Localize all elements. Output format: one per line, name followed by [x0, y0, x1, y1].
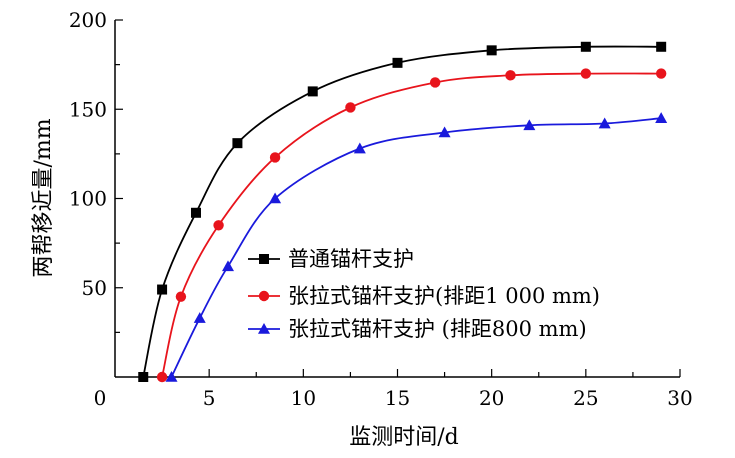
data-point: [165, 371, 178, 382]
legend-label: 普通锚杆支护: [288, 247, 414, 271]
data-point: [655, 68, 667, 79]
data-point: [345, 102, 356, 113]
data-point: [505, 70, 516, 81]
legend-item-3: 张拉式锚杆支护 (排距800 mm): [248, 317, 587, 341]
legend-marker: [258, 290, 270, 302]
data-point: [392, 57, 403, 68]
x-tick-label: 5: [203, 386, 216, 410]
legend-label: 张拉式锚杆支护 (排距800 mm): [288, 317, 587, 341]
data-point: [307, 86, 318, 97]
data-point: [438, 126, 451, 138]
x-tick-label: 20: [479, 386, 504, 410]
data-point: [213, 220, 224, 231]
data-point: [655, 112, 668, 123]
series-2: [156, 68, 667, 383]
legend-marker: [258, 323, 270, 334]
data-point: [232, 138, 243, 149]
y-tick-label: 50: [82, 276, 107, 300]
data-point: [269, 192, 282, 204]
y-tick-label: 150: [69, 97, 107, 121]
legend-label: 张拉式锚杆支护(排距1 000 mm): [288, 284, 600, 308]
series-3: [165, 112, 668, 382]
x-tick-label: 0: [94, 386, 107, 410]
y-axis-title: 两帮移近量/mm: [31, 118, 56, 277]
data-point: [580, 68, 592, 79]
data-point: [175, 291, 187, 302]
x-tick-label: 10: [291, 386, 316, 410]
y-tick-label: 100: [69, 187, 107, 211]
x-axis-title: 监测时间/d: [349, 425, 459, 450]
data-point: [656, 41, 667, 52]
data-point: [138, 372, 149, 382]
x-tick-label: 25: [573, 386, 598, 410]
legend-item-1: 普通锚杆支护: [248, 247, 414, 271]
data-point: [523, 119, 536, 131]
legend-item-2: 张拉式锚杆支护(排距1 000 mm): [248, 284, 600, 308]
data-point: [190, 207, 201, 218]
data-point: [580, 41, 591, 52]
data-point: [269, 152, 281, 163]
series-layer: [138, 41, 668, 383]
data-point: [193, 312, 206, 323]
axis-ticks: 50 100 150 200 0 5 10 15 20 25 30: [69, 8, 693, 410]
series-1: [138, 41, 667, 382]
legend-marker: [259, 254, 269, 264]
data-point: [486, 45, 497, 56]
data-point: [598, 117, 611, 129]
x-tick-label: 15: [385, 386, 410, 410]
data-point: [429, 77, 441, 88]
data-point: [353, 142, 366, 154]
data-point: [222, 260, 234, 272]
data-point: [157, 284, 168, 295]
data-point: [156, 371, 168, 383]
y-tick-label: 200: [69, 8, 107, 32]
x-tick-label: 30: [667, 386, 692, 410]
